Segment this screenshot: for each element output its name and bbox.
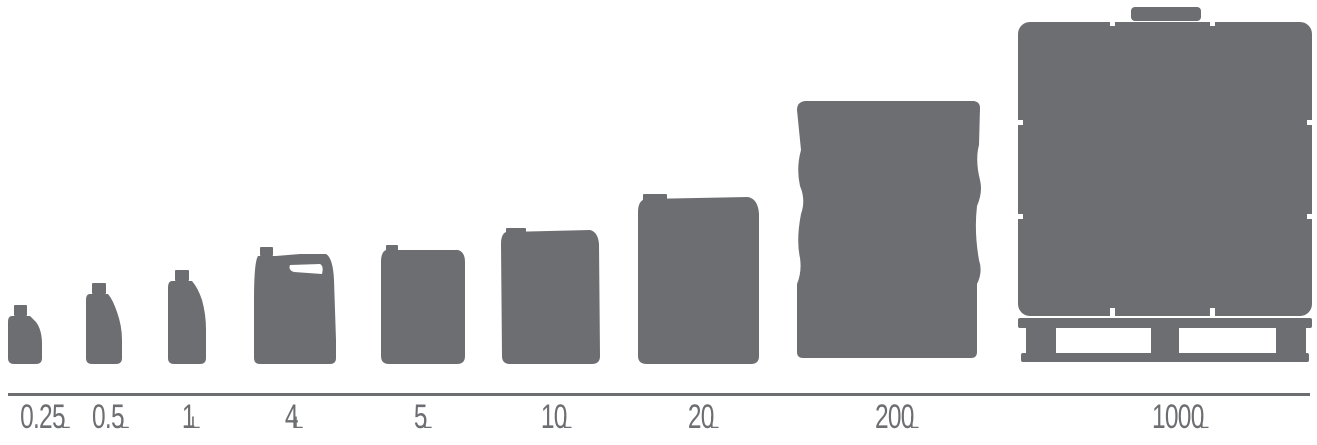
ibc-tote-1000l-icon [1018,7,1312,362]
capacity-unit: L [190,413,201,432]
capacity-value: 1 [181,398,196,436]
capacity-value: 200 [874,398,914,436]
capacity-unit: L [422,413,433,432]
label-200l: 200L [860,398,920,442]
jerrycan-5l-icon [381,245,465,364]
capacity-value: 0.25 [20,398,65,436]
capacity-value: 20 [687,398,715,436]
label-4l: 4L [280,398,304,442]
capacity-value: 10 [540,398,568,436]
drum-200l-icon [797,101,981,358]
capacity-value: 5 [413,398,428,436]
capacity-value: 1000 [1152,398,1204,436]
label-10l: 10L [531,398,573,442]
label-0-25l: 0.25L [3,398,70,442]
bottle-1l-icon [168,270,206,364]
bottle-0-5l-icon [86,283,122,364]
jerrycan-20l-icon [638,194,759,364]
label-1000l: 1000L [1132,398,1210,442]
bottle-0-25l-icon [8,305,42,364]
label-20l: 20L [678,398,720,442]
jerrycan-10l-icon [501,228,600,364]
capacity-unit: L [60,413,71,432]
capacity-unit: L [909,413,920,432]
label-5l: 5L [409,398,433,442]
canister-4l-icon [254,247,336,364]
label-0-5l: 0.5L [80,398,129,442]
ibc-cage-details [1015,20,1315,348]
label-1l: 1L [177,398,201,442]
capacity-value: 4 [284,398,299,436]
capacity-unit: L [562,413,573,432]
baseline-divider [8,393,1310,396]
capacity-unit: L [709,413,720,432]
capacity-unit: L [119,413,130,432]
capacity-unit: L [1199,413,1210,432]
capacity-value: 0.5 [92,398,125,436]
capacity-unit: L [293,413,304,432]
